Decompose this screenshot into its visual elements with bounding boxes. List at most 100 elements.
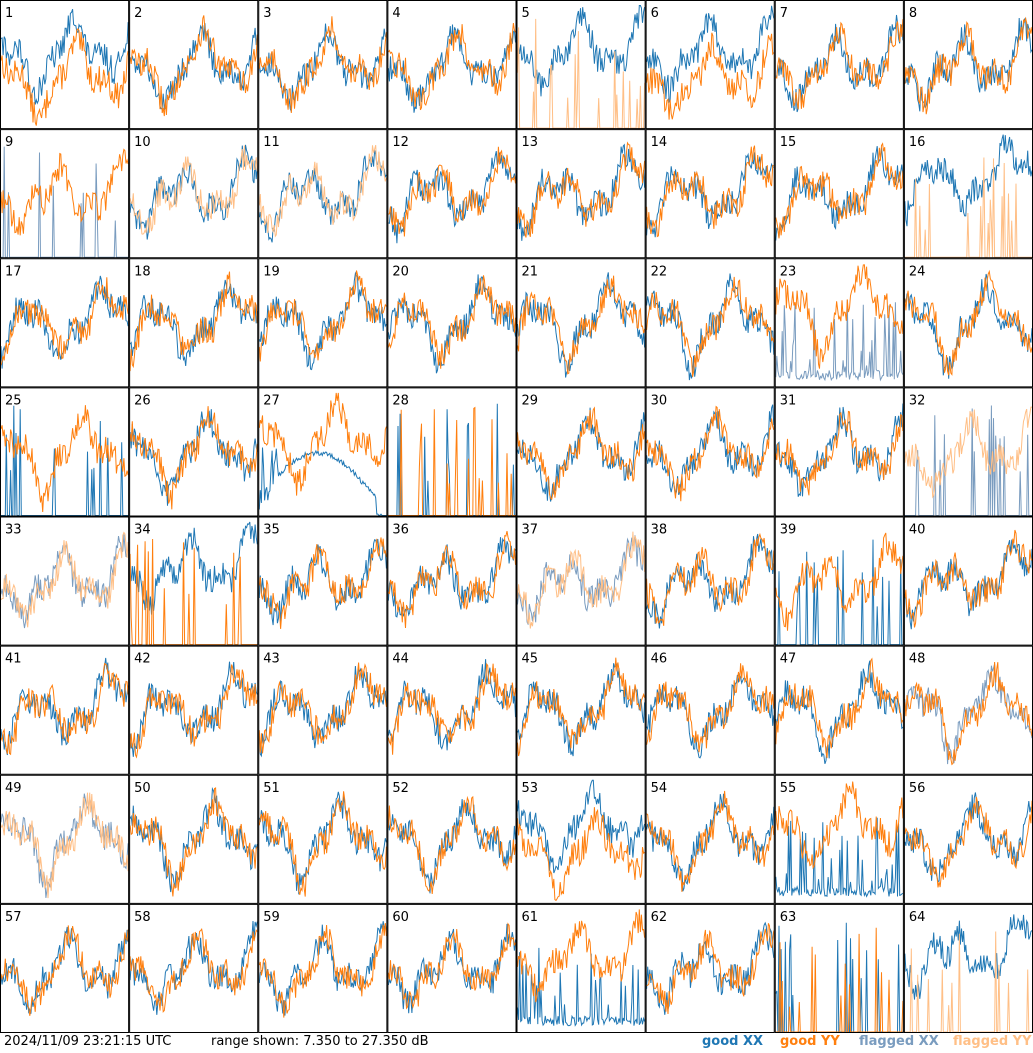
series-xx-line [388, 403, 516, 516]
panel-label: 48 [909, 652, 926, 667]
series-yy-line [904, 406, 1032, 499]
series-yy-line [387, 922, 516, 1010]
series-yy-line [904, 529, 1033, 628]
panel-label: 58 [134, 910, 151, 925]
series-xx-line [0, 275, 129, 369]
panel-label: 24 [909, 264, 926, 279]
series-xx-line [129, 23, 258, 111]
series-xx-line [517, 779, 646, 874]
panel-13: 13 [516, 129, 646, 259]
panel-label: 60 [392, 910, 409, 925]
panel-label: 11 [263, 135, 280, 150]
panel-label: 36 [392, 523, 409, 538]
series-xx-line [258, 23, 387, 112]
panel-57: 57 [0, 903, 130, 1033]
panel-label: 47 [780, 652, 797, 667]
series-yy-line [387, 530, 516, 629]
series-xx-line [775, 817, 904, 898]
series-xx-line [129, 521, 258, 615]
panel-border [774, 258, 904, 388]
panel-44: 44 [387, 645, 517, 775]
panel-border [387, 387, 517, 517]
series-yy-line [517, 657, 646, 757]
panel-border [645, 387, 775, 517]
series-xx-line [129, 279, 258, 366]
panel-21: 21 [516, 258, 646, 388]
legend-good-yy: good YY [780, 1034, 840, 1049]
series-xx-line [904, 914, 1033, 1000]
panel-border [258, 903, 388, 1033]
panel-label: 46 [651, 652, 668, 667]
panel-label: 42 [134, 652, 151, 667]
panel-53: 53 [516, 774, 646, 904]
series-xx-line [775, 14, 904, 113]
panel-label: 7 [780, 6, 788, 21]
panel-border [258, 516, 388, 646]
series-yy-line [646, 276, 775, 377]
series-yy-line [129, 538, 258, 646]
series-xx-line [517, 535, 646, 625]
panel-46: 46 [645, 645, 775, 775]
panel-2: 2 [129, 0, 259, 130]
panel-22: 22 [645, 258, 775, 388]
series-xx-line [517, 947, 646, 1027]
footer-bar: 2024/11/09 23:21:15 UTC range shown: 7.3… [0, 1033, 1033, 1053]
series-xx-line [387, 923, 516, 1014]
series-yy-line [258, 270, 387, 362]
panel-label: 40 [909, 523, 926, 538]
series-yy-line [904, 931, 1032, 1033]
series-yy-line [517, 909, 646, 1003]
series-xx-line [258, 149, 387, 243]
series-xx-line [517, 662, 646, 757]
series-yy-line [129, 406, 258, 510]
panel-42: 42 [129, 645, 259, 775]
panel-border [258, 774, 388, 904]
panel-label: 38 [651, 523, 668, 538]
legend-flagged-xx: flagged XX [859, 1034, 939, 1049]
series-yy-line [129, 927, 258, 1013]
series-xx-line [775, 299, 904, 382]
panel-border [129, 903, 259, 1033]
panel-border [645, 645, 775, 775]
panel-border [516, 129, 646, 259]
series-yy-line [0, 405, 129, 513]
panel-7: 7 [774, 0, 904, 130]
panel-label: 41 [5, 652, 22, 667]
panel-label: 52 [392, 781, 409, 796]
series-yy-line [0, 531, 129, 628]
panel-border [0, 774, 130, 904]
panel-37: 37 [516, 516, 646, 646]
panel-8: 8 [903, 0, 1033, 130]
series-yy-line [775, 657, 904, 759]
panel-border [258, 0, 388, 130]
panel-border [645, 903, 775, 1033]
panel-31: 31 [774, 387, 904, 517]
panel-label: 34 [134, 523, 151, 538]
panel-border [0, 903, 130, 1033]
panel-border [0, 387, 130, 517]
series-xx-line [904, 539, 1033, 630]
series-yy-line [646, 32, 775, 120]
panel-label: 51 [263, 781, 280, 796]
panel-label: 9 [5, 135, 13, 150]
series-yy-line [646, 405, 775, 502]
panel-label: 49 [5, 781, 22, 796]
series-xx-line [258, 271, 387, 371]
panel-label: 33 [5, 523, 22, 538]
panel-63: 63 [774, 903, 904, 1033]
panel-label: 35 [263, 523, 280, 538]
series-yy-line [904, 16, 1033, 115]
series-yy-line [129, 664, 258, 759]
panel-border [129, 258, 259, 388]
panel-label: 27 [263, 393, 280, 408]
panel-34: 34 [129, 516, 259, 646]
panel-label: 21 [522, 264, 539, 279]
panel-label: 55 [780, 781, 797, 796]
panel-border [0, 516, 130, 646]
series-yy-line [775, 19, 904, 110]
panel-label: 23 [780, 264, 797, 279]
series-yy-line [0, 148, 129, 236]
series-yy-line [904, 796, 1033, 888]
series-yy-line [258, 791, 387, 897]
panel-48: 48 [903, 645, 1033, 775]
